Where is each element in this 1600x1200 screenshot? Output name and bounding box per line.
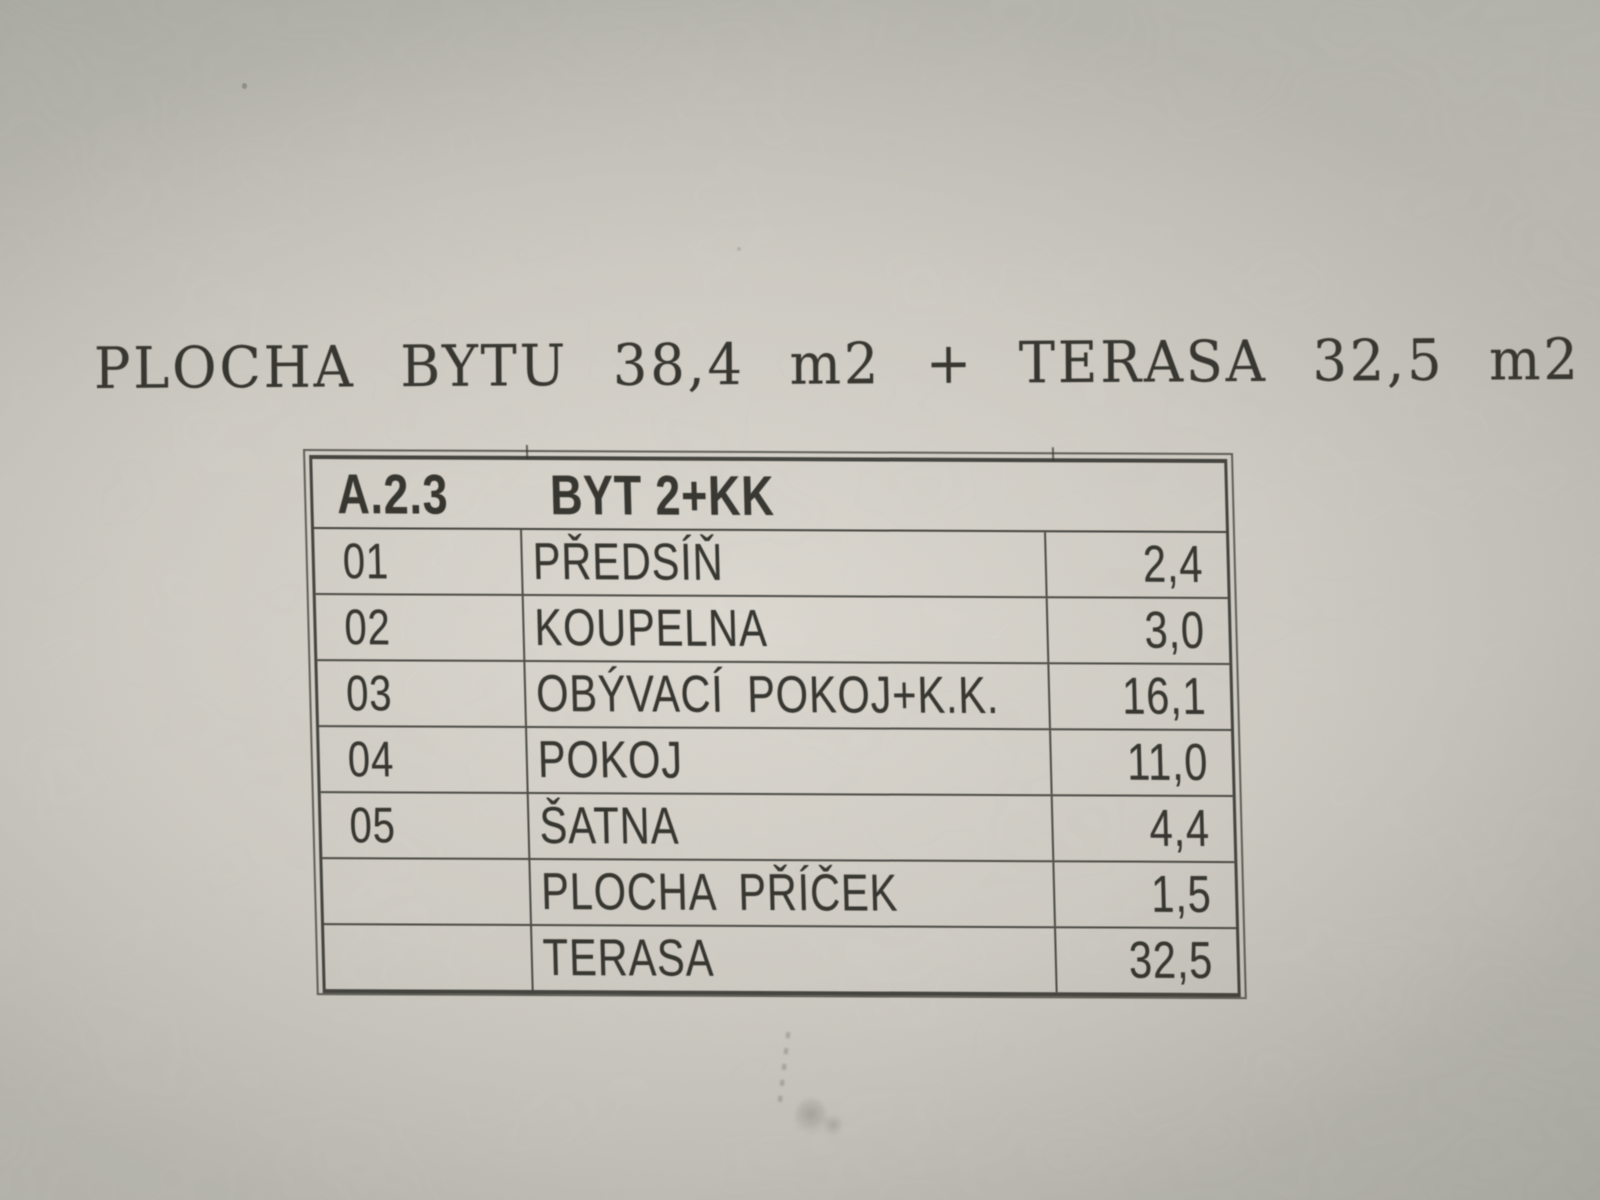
room-area: 4,4	[1148, 799, 1211, 858]
row-number-cell	[322, 859, 530, 924]
dust-speck	[242, 83, 247, 89]
room-name: PLOCHA PŘÍČEK	[540, 863, 899, 923]
room-name-cell: OBÝVACÍ POKOJ+K.K.	[523, 661, 1049, 729]
row-number-cell: 02	[316, 595, 524, 660]
room-name: PŘEDSÍŇ	[532, 533, 725, 592]
table-row: PLOCHA PŘÍČEK 1,5	[322, 857, 1236, 928]
room-area: 1,5	[1150, 865, 1212, 924]
smudge-mark	[795, 1098, 827, 1138]
document-title: PLOCHA BYTU 38,4 m2 + TERASA 32,5 m2	[93, 326, 1581, 402]
room-name-cell: POKOJ	[525, 727, 1051, 795]
room-area-cell: 2,4	[1044, 532, 1228, 598]
room-area-cell: 16,1	[1047, 664, 1231, 730]
table-row: 01 PŘEDSÍŇ 2,4	[314, 529, 1228, 598]
row-number: 01	[342, 533, 390, 590]
room-area: 11,0	[1126, 733, 1209, 792]
table-row: 03 OBÝVACÍ POKOJ+K.K. 16,1	[317, 659, 1231, 730]
table-body: 01 PŘEDSÍŇ 2,4 02 KOUPELNA 3,0 03 OBÝVAC…	[314, 529, 1238, 994]
row-number: 05	[348, 797, 397, 854]
room-area: 16,1	[1121, 667, 1207, 726]
room-name: TERASA	[542, 929, 715, 988]
row-number: 03	[345, 665, 393, 722]
table-inner-border: A.2.3 BYT 2+KK 01 PŘEDSÍŇ 2,4 02 KOUPELN…	[309, 455, 1241, 998]
room-name-cell: TERASA	[530, 925, 1056, 993]
dust-speck	[737, 247, 741, 251]
unit-name: BYT 2+KK	[549, 462, 776, 527]
room-area: 32,5	[1127, 931, 1214, 990]
table-row: 04 POKOJ 11,0	[318, 725, 1233, 796]
room-area-table: A.2.3 BYT 2+KK 01 PŘEDSÍŇ 2,4 02 KOUPELN…	[303, 444, 1247, 1000]
table-row: 02 KOUPELNA 3,0	[315, 593, 1230, 664]
room-name-cell: PLOCHA PŘÍČEK	[528, 859, 1054, 927]
drafting-tick	[525, 444, 529, 459]
room-area-cell: 11,0	[1049, 730, 1233, 796]
room-area-cell: 4,4	[1050, 796, 1235, 862]
room-name: ŠATNA	[538, 797, 680, 856]
room-name-cell: KOUPELNA	[521, 595, 1048, 663]
room-area: 3,0	[1143, 601, 1206, 660]
table-row: 05 ŠATNA 4,4	[320, 791, 1235, 862]
smudge-mark	[824, 1112, 842, 1138]
row-number-cell: 05	[321, 793, 529, 858]
row-number: 04	[347, 731, 395, 788]
row-number: 02	[343, 599, 392, 656]
table-header-row: A.2.3 BYT 2+KK	[312, 459, 1227, 534]
row-number-cell	[324, 925, 532, 990]
row-number-cell: 04	[319, 727, 527, 792]
room-area-cell: 1,5	[1052, 862, 1236, 928]
room-area: 2,4	[1141, 535, 1204, 594]
unit-code: A.2.3	[336, 461, 449, 526]
room-name: KOUPELNA	[533, 599, 769, 659]
room-name: POKOJ	[537, 731, 684, 790]
room-area-cell: 3,0	[1045, 598, 1230, 664]
room-area-cell: 32,5	[1054, 928, 1238, 994]
drafting-tick	[1051, 447, 1055, 462]
row-number-cell: 03	[317, 661, 525, 726]
table-row: TERASA 32,5	[323, 923, 1238, 994]
room-name-cell: ŠATNA	[526, 793, 1053, 861]
room-name: OBÝVACÍ POKOJ+K.K.	[535, 665, 1000, 726]
room-name-cell: PŘEDSÍŇ	[520, 529, 1046, 597]
row-number-cell: 01	[314, 529, 522, 594]
